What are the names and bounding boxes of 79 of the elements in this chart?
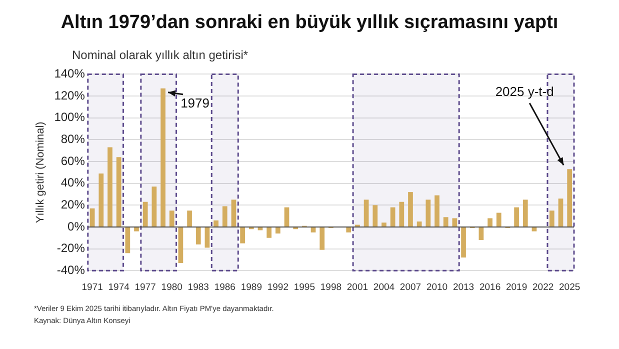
annotation: 2025 y-t-d xyxy=(495,84,554,100)
y-tick-label: 120% xyxy=(54,88,86,102)
bar xyxy=(364,200,369,226)
bar xyxy=(522,200,528,226)
bar xyxy=(452,218,458,226)
bar xyxy=(372,205,378,226)
y-tick-label: 0% xyxy=(68,219,86,234)
bar xyxy=(532,227,537,232)
x-tick-label: 2007 xyxy=(400,282,422,293)
x-tick-label: 2016 xyxy=(479,282,501,293)
bar xyxy=(108,147,112,226)
x-tick-label: 1974 xyxy=(108,282,130,293)
x-tick-label: 2010 xyxy=(426,282,448,293)
y-tick-label: 60% xyxy=(60,154,86,168)
bar xyxy=(214,220,218,226)
bar xyxy=(266,227,272,238)
x-tick-label: 1983 xyxy=(188,282,209,293)
bar xyxy=(382,222,386,226)
annotation: 1979 xyxy=(180,95,210,110)
x-tick-label: 2022 xyxy=(532,282,554,293)
x-tick-label: 2025 xyxy=(559,282,580,293)
bar xyxy=(204,227,210,248)
x-tick-label: 1992 xyxy=(267,282,288,293)
x-tick-label: 1995 xyxy=(294,282,315,293)
bar xyxy=(549,210,554,226)
bar xyxy=(169,210,174,226)
bar xyxy=(222,206,228,226)
y-tick-label: 20% xyxy=(60,197,86,212)
y-tick-label: 100% xyxy=(54,110,86,124)
x-tick-label: 1971 xyxy=(82,282,103,293)
y-tick-label: -20% xyxy=(56,241,86,256)
bar xyxy=(90,208,95,226)
bar xyxy=(98,173,104,226)
bar xyxy=(284,207,290,226)
x-tick-label: 1980 xyxy=(161,282,182,293)
bar xyxy=(320,227,325,250)
bar xyxy=(142,202,148,226)
bar xyxy=(461,227,466,258)
bar xyxy=(152,186,157,226)
x-tick-label: 1998 xyxy=(320,282,342,293)
bar xyxy=(231,200,236,226)
y-tick-label: 140% xyxy=(54,66,86,81)
bar xyxy=(134,227,139,232)
x-tick-label: 2001 xyxy=(346,282,368,293)
bar xyxy=(310,227,316,232)
bar xyxy=(125,227,130,254)
bar xyxy=(488,218,492,226)
x-tick-label: 1977 xyxy=(134,282,156,293)
x-tick-label: 1986 xyxy=(214,282,236,293)
bar xyxy=(496,212,502,226)
x-tick-label: 2004 xyxy=(373,282,395,293)
bar xyxy=(399,202,404,226)
y-tick-label: -40% xyxy=(56,262,86,277)
bar xyxy=(434,195,440,226)
bar xyxy=(160,88,166,226)
bar xyxy=(196,227,201,244)
bar xyxy=(346,227,352,232)
bar xyxy=(567,169,572,226)
bar xyxy=(408,192,413,226)
bar xyxy=(275,227,280,234)
bar xyxy=(478,227,484,240)
chart-title: Altın 1979’dan sonraki en büyük yıllık sıçramasını yaptı xyxy=(60,12,560,34)
y-tick-label: 80% xyxy=(60,132,86,146)
bar xyxy=(240,227,245,244)
bar xyxy=(426,200,431,226)
x-tick-label: 2019 xyxy=(506,282,528,293)
bar xyxy=(390,207,396,226)
bar xyxy=(187,210,192,226)
chart-subtitle: Nominal olarak yıllık altın getirisi* xyxy=(72,48,248,62)
bar xyxy=(514,207,519,226)
bar xyxy=(416,222,422,226)
y-tick-label: 40% xyxy=(60,176,86,190)
x-tick-label: 1989 xyxy=(240,282,262,293)
bar xyxy=(558,198,564,226)
x-tick-label: 2013 xyxy=(452,282,474,293)
bar xyxy=(443,217,448,226)
bar xyxy=(178,227,184,263)
bar xyxy=(116,157,122,226)
y-axis-title: Yıllık getiri (Nominal) xyxy=(34,122,47,224)
